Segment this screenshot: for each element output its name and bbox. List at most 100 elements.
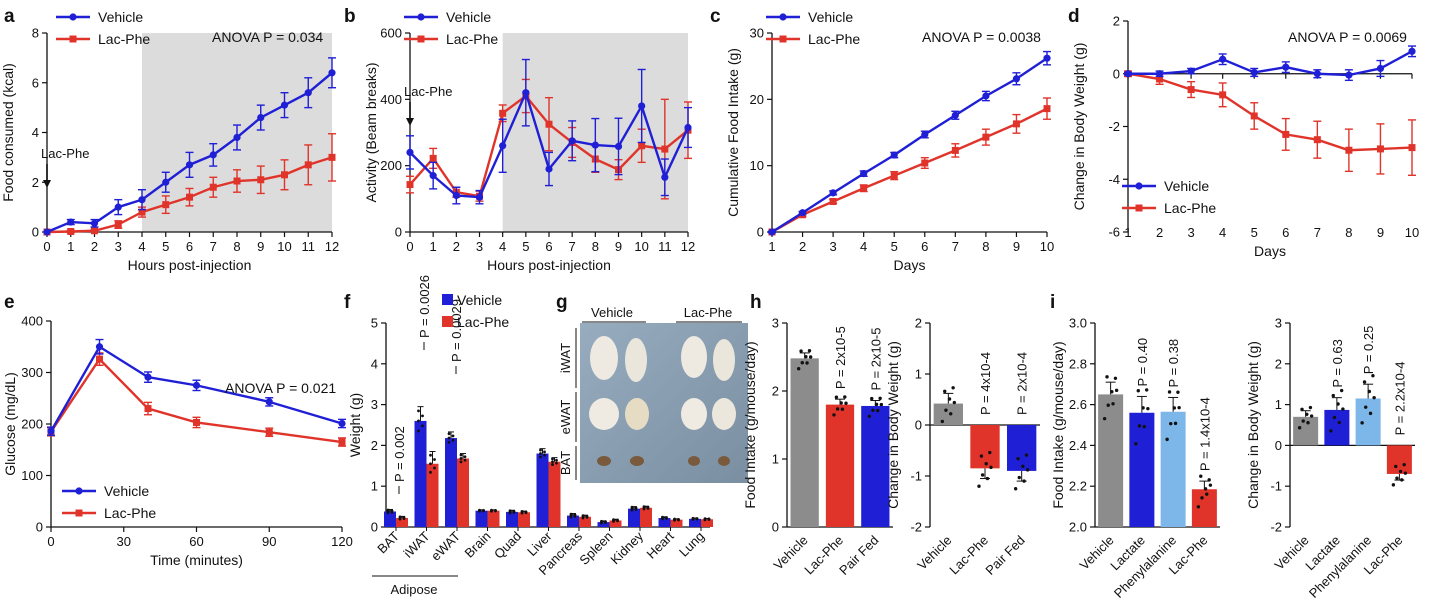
tissue-bat-lacphe-2 [718,456,730,466]
data-dot [482,508,485,512]
data-point [1156,75,1164,83]
data-point [1408,144,1416,152]
data-dot [940,419,945,424]
arrow-label: Lac-Phe [41,146,89,161]
data-dot [1177,405,1181,410]
x-tick-label: 120 [331,534,353,549]
data-dot [1176,390,1180,394]
photo-row-iwat: iWAT [558,343,573,373]
x-tick-label: iWAT [401,528,433,560]
data-point [860,170,868,178]
data-point [951,146,959,154]
series-line [1128,50,1413,77]
data-point [591,141,599,149]
bar [790,358,819,527]
legend-label: Lac-Phe [446,31,498,47]
data-dot [459,453,463,457]
data-dot [1136,389,1140,393]
data-dot [834,395,839,399]
data-dot [844,401,848,405]
data-point [257,113,265,122]
data-dot [832,413,836,417]
data-dot [1309,414,1314,418]
anova-annotation: ANOVA P = 0.0069 [1288,29,1407,45]
data-dot [1173,421,1178,426]
bar [1129,412,1155,527]
pvalue-label: P = 2x10-5 [868,328,883,391]
y-tick-label: 3 [371,397,378,412]
data-dot [843,395,847,399]
data-dot [463,458,467,462]
y-tick-label: -4 [1108,172,1120,187]
data-point [429,154,437,162]
panel-label-d: d [1068,6,1080,27]
data-dot [1141,406,1145,410]
bar [1293,416,1319,446]
data-dot [985,476,990,481]
data-dot [1111,402,1115,406]
data-dot [398,515,402,519]
data-dot [539,448,542,452]
y-axis-title: Change in Body Weight (g) [1071,43,1087,211]
data-dot [1394,464,1398,469]
x-tick-label: Lung [676,529,707,560]
data-dot [1196,505,1201,509]
x-tick-label: Spleen [576,529,615,568]
data-point [257,176,265,184]
data-dot [1205,492,1209,496]
data-dot [451,434,455,438]
pvalue-label: P = 2.2x10-4 [1392,362,1407,436]
panel-label-e: e [4,292,15,313]
x-tick-label: eWAT [428,528,463,563]
tissue-photo: Vehicle Lac-Phe iWAT eWAT BAT [558,305,748,483]
data-dot [1142,424,1146,429]
data-point [162,201,170,209]
data-point [829,197,837,205]
bar [1160,411,1186,527]
data-dot [1021,464,1025,469]
x-tick-label: 30 [117,534,131,549]
y-axis-title: Food Intake (g/mouse/day) [1050,341,1066,508]
data-point [890,172,898,180]
arrow-head [43,180,51,188]
pvalue-label: P = 0.40 [1135,338,1150,387]
data-point [614,142,623,151]
x-tick-label: 4 [860,239,867,254]
y-tick-label: 0 [757,225,764,240]
legend-marker [779,13,787,21]
x-tick-label: 1 [1124,225,1131,240]
data-dot [1016,456,1020,461]
data-point [90,219,99,227]
data-dot [390,509,394,513]
x-tick-label: 0 [43,239,50,254]
data-point [43,228,51,236]
data-point [475,193,484,201]
data-dot [1113,376,1118,380]
data-point [921,130,929,139]
y-tick-label: 0 [371,520,378,535]
data-point [233,177,241,185]
data-dot [808,355,813,359]
y-tick-label: -2 [1270,520,1282,535]
data-point [1043,54,1051,62]
y-axis-title: Weight (g) [347,393,363,457]
data-dot [421,424,424,428]
y-tick-label: 0 [915,418,922,433]
data-dot [796,366,801,371]
data-point [545,165,553,173]
data-point [280,101,289,109]
anova-annotation: ANOVA P = 0.021 [225,380,336,396]
data-dot [600,519,603,523]
legend-marker [779,35,787,43]
x-tick-label: 9 [1377,225,1384,240]
legend-marker [417,35,425,43]
data-point [1250,68,1258,77]
data-dot [871,408,875,413]
data-dot [1391,483,1396,487]
data-dot [1360,421,1364,425]
data-point [638,102,646,110]
x-axis-title: Hours post-injection [128,257,252,273]
y-tick-label: 2.0 [1069,520,1087,535]
data-point [406,148,414,156]
